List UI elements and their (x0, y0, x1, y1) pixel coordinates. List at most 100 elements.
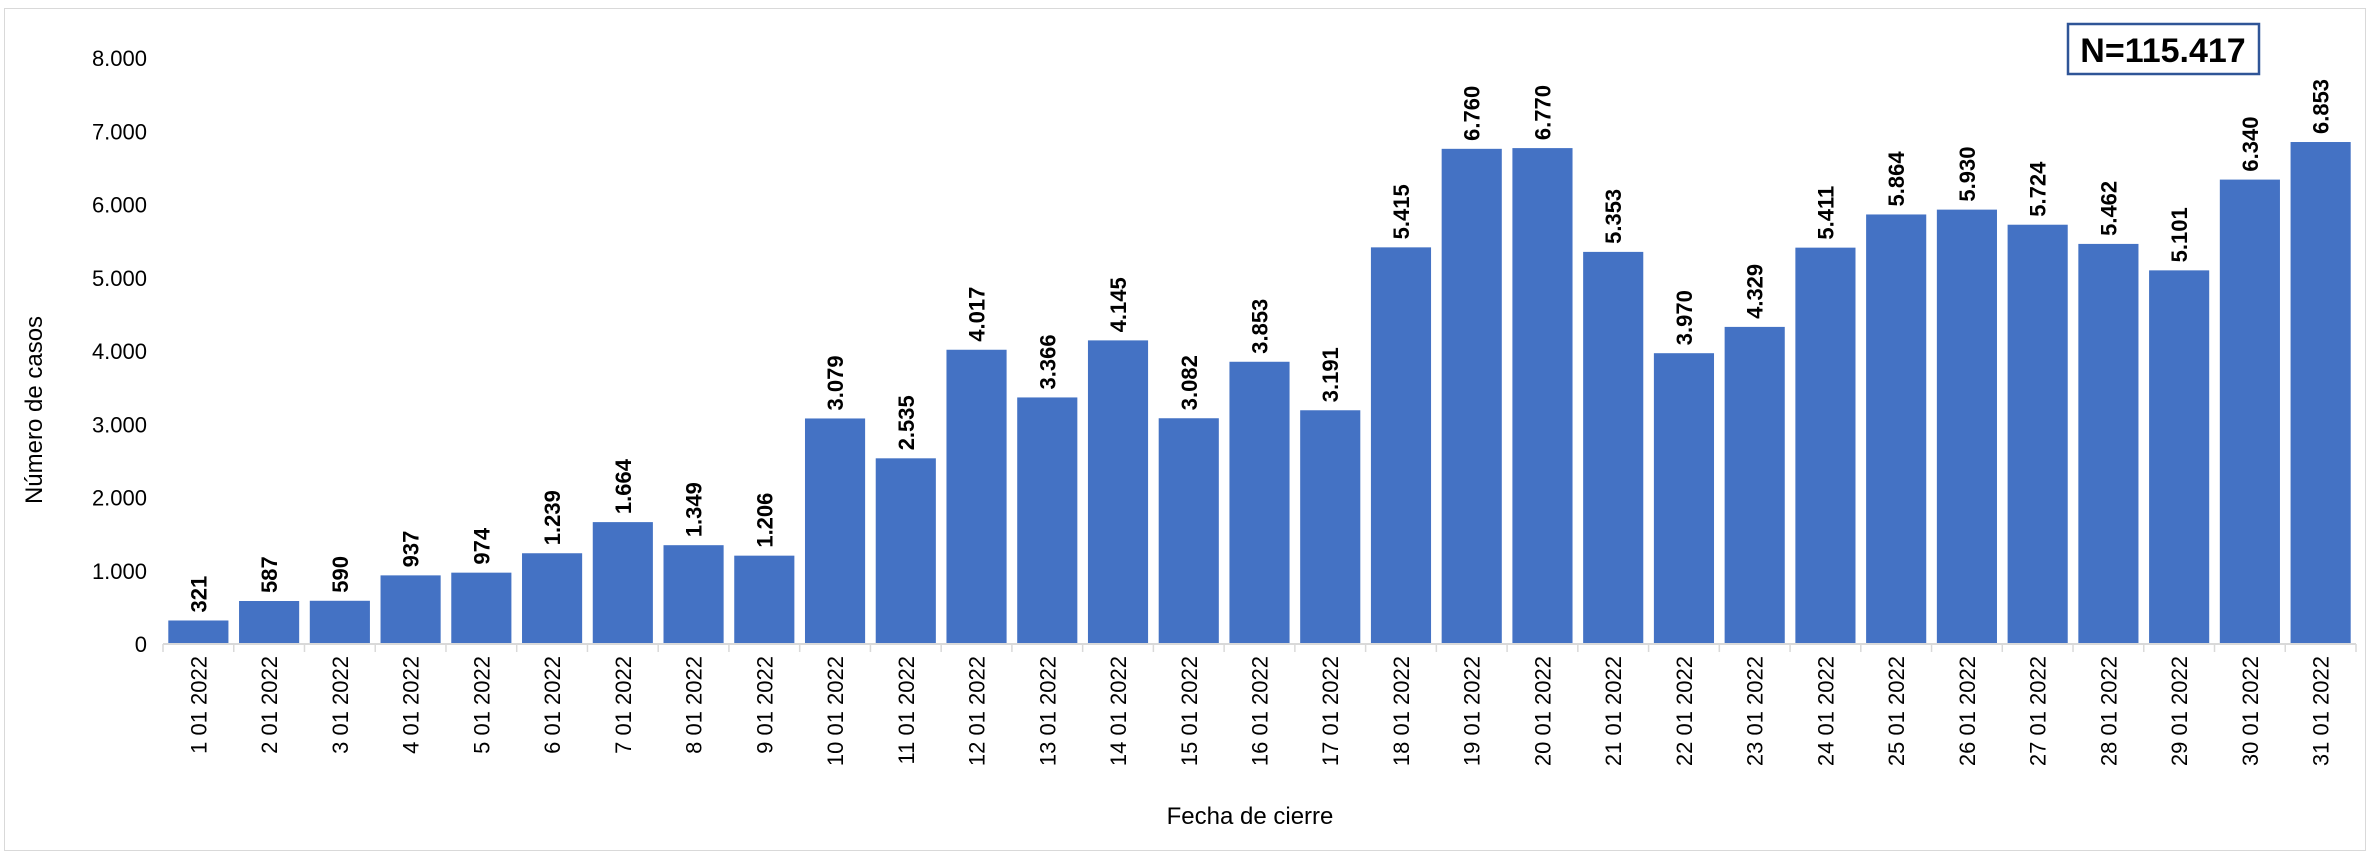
x-tick-label: 23 01 2022 (1743, 656, 1768, 766)
bar (592, 522, 653, 644)
x-tick-label: 2 01 2022 (257, 656, 282, 754)
bar (663, 545, 724, 644)
bar (239, 601, 300, 644)
bar (1370, 247, 1432, 644)
data-label: 3.366 (1035, 334, 1060, 389)
x-tick-label: 31 01 2022 (2309, 656, 2334, 766)
data-label: 3.082 (1177, 355, 1202, 410)
data-label: 1.664 (611, 458, 636, 514)
data-label: 5.411 (1813, 186, 1838, 240)
data-label: 974 (469, 527, 494, 564)
data-label: 3.079 (823, 355, 848, 410)
data-label: 5.415 (1389, 184, 1414, 239)
x-tick-label: 17 01 2022 (1318, 656, 1343, 766)
x-tick-label: 14 01 2022 (1106, 656, 1131, 766)
x-tick-label: 10 01 2022 (823, 656, 848, 766)
x-tick-label: 26 01 2022 (1955, 656, 1980, 766)
data-label: 6.760 (1460, 86, 1485, 141)
x-tick-label: 25 01 2022 (1884, 656, 1909, 766)
x-tick-label: 15 01 2022 (1177, 656, 1202, 766)
x-tick-label: 16 01 2022 (1248, 656, 1273, 766)
bar (1795, 247, 1856, 644)
data-label: 6.340 (2238, 117, 2263, 172)
x-tick-label: 11 01 2022 (894, 656, 919, 764)
bar (168, 620, 229, 644)
data-label: 1.206 (752, 493, 777, 548)
bar (522, 553, 583, 644)
y-axis-title: Número de casos (21, 316, 48, 504)
bar (1866, 214, 1927, 644)
x-tick-label: 19 01 2022 (1460, 656, 1485, 766)
data-label: 5.353 (1601, 189, 1626, 244)
bar (2007, 224, 2068, 645)
bar (2149, 270, 2210, 644)
data-label: 3.853 (1248, 299, 1273, 354)
x-tick-label: 22 01 2022 (1672, 656, 1697, 766)
x-axis-ticks: 1 01 2022 2 01 2022 3 01 2022 4 01 2022 5 01… (162, 644, 2357, 766)
x-tick-label: 9 01 2022 (752, 656, 777, 754)
x-tick-label: 12 01 2022 (965, 656, 990, 766)
data-label: 1.239 (540, 490, 565, 545)
chart-frame (4, 8, 2366, 851)
total-annotation: N=115.417 (2080, 32, 2245, 70)
x-tick-label: 29 01 2022 (2167, 656, 2192, 766)
data-label: 5.930 (1955, 147, 1980, 202)
x-tick-label: 20 01 2022 (1530, 656, 1555, 766)
data-label: 4.329 (1743, 264, 1768, 319)
data-labels: 321 587 590 937 974 1.239 1.664 1.349 1.206 3.079… (186, 79, 2333, 613)
data-label: 937 (399, 531, 424, 568)
y-tick-label: 2.000 (92, 486, 147, 511)
y-axis-ticks: 0 1.000 2.000 3.000 4.000 5.000 6.000 7.000 8.00… (92, 46, 147, 657)
total-annotation-box (2066, 22, 2261, 76)
data-label: 4.017 (965, 287, 990, 342)
bar (1724, 326, 1785, 644)
data-label: 2.535 (894, 395, 919, 450)
y-tick-label: 3.000 (92, 412, 147, 437)
bar (1512, 148, 1573, 644)
bar (1653, 353, 1715, 644)
bar (804, 418, 866, 644)
x-tick-label: 1 01 2022 (186, 656, 211, 754)
x-tick-label: 28 01 2022 (2096, 656, 2121, 766)
y-tick-label: 4.000 (92, 339, 147, 364)
data-label: 587 (257, 556, 282, 593)
y-tick-label: 1.000 (92, 559, 147, 584)
x-tick-label: 21 01 2022 (1601, 656, 1626, 766)
y-tick-label: 5.000 (92, 266, 147, 291)
y-tick-label: 8.000 (92, 46, 147, 71)
bar (734, 555, 795, 644)
x-tick-label: 27 01 2022 (2026, 656, 2051, 766)
data-label: 6.853 (2309, 79, 2334, 134)
bar (1441, 148, 1502, 644)
data-label: 5.462 (2096, 181, 2121, 236)
bar (2078, 243, 2139, 644)
y-tick-label: 7.000 (92, 119, 147, 144)
x-tick-label: 30 01 2022 (2238, 656, 2263, 766)
data-label: 6.770 (1530, 85, 1555, 140)
bar (451, 572, 512, 644)
x-tick-label: 13 01 2022 (1035, 656, 1060, 766)
data-label: 590 (328, 556, 353, 593)
data-label: 321 (186, 576, 211, 613)
y-tick-label: 0 (135, 632, 147, 657)
x-tick-label: 7 01 2022 (611, 656, 636, 754)
data-label: 4.145 (1106, 277, 1131, 332)
x-tick-label: 24 01 2022 (1813, 656, 1838, 766)
data-label: 3.191 (1318, 347, 1343, 402)
x-tick-label: 8 01 2022 (682, 656, 707, 754)
bar (309, 600, 370, 644)
bar (1158, 418, 1219, 644)
bar (380, 575, 441, 644)
bar (2219, 179, 2280, 644)
data-label: 3.970 (1672, 290, 1697, 345)
x-tick-label: 18 01 2022 (1389, 656, 1414, 766)
bar (2290, 142, 2351, 644)
x-tick-label: 5 01 2022 (469, 656, 494, 754)
y-tick-label: 6.000 (92, 193, 147, 218)
bars (168, 142, 2351, 645)
x-tick-label: 6 01 2022 (540, 656, 565, 754)
data-label: 1.349 (682, 482, 707, 537)
data-label: 5.101 (2167, 207, 2192, 262)
bar (1583, 251, 1644, 644)
